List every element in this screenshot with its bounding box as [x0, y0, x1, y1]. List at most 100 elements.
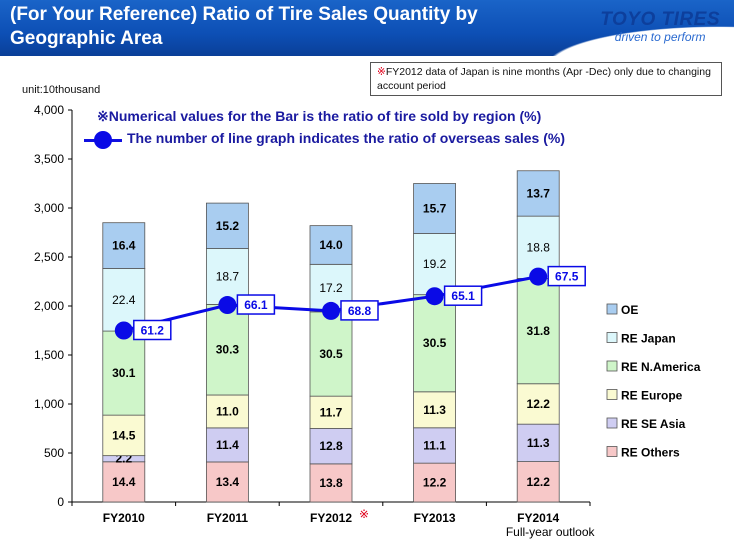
y-tick-label: 3,000 — [34, 201, 64, 215]
legend-label: RE Others — [621, 446, 680, 460]
bar-data-label: 31.8 — [527, 324, 551, 338]
bar-oe-fy2010 — [102, 222, 146, 269]
x-category-label: FY2013 — [414, 511, 456, 525]
bar-oe-fy2013 — [413, 183, 457, 234]
overseas-ratio-point — [322, 301, 340, 320]
page-title: (For Your Reference) Ratio of Tire Sales… — [10, 4, 478, 49]
header-wave — [434, 0, 734, 56]
y-tick-label: 1,500 — [34, 348, 64, 362]
bar-re-others-fy2012 — [309, 463, 353, 503]
bar-re-others-fy2013 — [413, 462, 457, 503]
bar-data-label: 12.8 — [319, 439, 343, 453]
bar-re-n-america-fy2011 — [205, 304, 249, 396]
y-tick-label: 0 — [57, 495, 64, 509]
legend-label: RE N.America — [621, 360, 701, 374]
line-explanation: The number of line graph indicates the r… — [127, 130, 565, 146]
bar-data-label: 16.4 — [112, 239, 136, 253]
overseas-ratio-label: 67.5 — [555, 270, 579, 284]
x-category-label: FY2011 — [207, 511, 249, 525]
overseas-ratio-label: 65.1 — [451, 289, 475, 303]
legend-swatch — [606, 417, 618, 429]
x-category-label: FY2014 — [517, 511, 559, 525]
legend-label: RE Europe — [621, 389, 683, 403]
y-tick-label: 500 — [44, 446, 64, 460]
bar-oe-fy2014 — [516, 170, 560, 217]
legend-swatch — [606, 360, 618, 372]
legend-swatch — [606, 446, 618, 457]
y-tick-label: 2,000 — [34, 299, 64, 313]
bar-data-label: 13.7 — [527, 186, 551, 200]
bar-data-label: 19.2 — [423, 257, 447, 271]
overseas-ratio-label-box — [547, 265, 586, 287]
bar-re-japan-fy2013 — [413, 233, 457, 296]
legend-swatch — [606, 303, 618, 315]
x-category-label: FY2010 — [103, 511, 145, 525]
bar-data-label: 15.7 — [423, 202, 447, 216]
bar-data-label: 11.7 — [320, 405, 343, 419]
bar-data-label: 18.8 — [527, 240, 551, 254]
overseas-ratio-label-box — [443, 285, 483, 306]
y-tick-label: 4,000 — [34, 103, 64, 117]
legend-label: OE — [621, 303, 638, 317]
overseas-ratio-label-box — [340, 300, 379, 321]
bar-re-europe-fy2011 — [205, 394, 249, 429]
bar-explanation: ※Numerical values for the Bar is the rat… — [97, 108, 542, 124]
overseas-ratio-label: 61.2 — [141, 324, 165, 338]
note-mark: ※ — [377, 66, 386, 78]
bar-data-label: 30.5 — [423, 336, 447, 350]
bar-data-label: 13.4 — [216, 475, 240, 489]
bar-data-label: 14.5 — [112, 428, 136, 442]
x-category-label: FY2012 — [310, 511, 352, 525]
bar-re-se-asia-fy2011 — [205, 427, 249, 463]
bar-data-label: 12.2 — [527, 475, 551, 489]
bar-data-label: 30.3 — [216, 343, 240, 357]
bar-data-label: 17.2 — [319, 281, 343, 295]
bar-data-label: 30.1 — [112, 366, 136, 380]
overseas-ratio-point — [114, 321, 133, 340]
bar-re-europe-fy2012 — [309, 395, 353, 429]
overseas-ratio-label: 68.8 — [348, 304, 372, 318]
bar-data-label: 12.2 — [527, 397, 551, 411]
bar-re-europe-fy2013 — [413, 391, 457, 429]
bar-re-others-fy2011 — [205, 461, 249, 503]
overseas-ratio-point — [218, 296, 237, 315]
logo-brand: TOYO TIRES — [600, 9, 720, 30]
bar-oe-fy2011 — [205, 202, 249, 249]
toyo-logo: TOYO TIRES driven to perform — [600, 9, 720, 45]
bar-data-label: 14.4 — [112, 475, 136, 489]
legend-swatch — [606, 332, 618, 343]
bar-re-others-fy2010 — [102, 461, 146, 503]
y-tick-label: 2,500 — [34, 250, 64, 264]
bar-data-label: 18.7 — [216, 269, 240, 283]
bar-data-label: 11.1 — [423, 438, 446, 452]
bar-data-label: 11.3 — [423, 403, 446, 417]
bar-oe-fy2012 — [309, 225, 353, 265]
bar-data-label: 12.2 — [423, 476, 447, 490]
bar-re-se-asia-fy2012 — [309, 428, 353, 465]
bar-data-label: 30.5 — [319, 347, 343, 361]
header-bar — [0, 0, 734, 56]
bar-re-se-asia-fy2014 — [516, 423, 560, 462]
bar-re-others-fy2014 — [516, 461, 560, 503]
x-category-sublabel: Full-year outlook — [506, 525, 596, 539]
bar-data-label: 11.0 — [216, 404, 239, 418]
overseas-ratio-label: 66.1 — [244, 298, 268, 312]
bar-data-label: 11.3 — [527, 436, 550, 450]
legend-label: RE Japan — [621, 332, 676, 346]
bar-re-se-asia-fy2013 — [413, 427, 457, 464]
bar-data-label: 15.2 — [216, 219, 240, 233]
logo-tagline: driven to perform — [614, 30, 706, 44]
overseas-ratio-point — [529, 267, 548, 286]
legend-label: RE SE Asia — [621, 417, 686, 431]
bar-re-n-america-fy2010 — [102, 330, 146, 416]
overseas-ratio-label-box — [133, 319, 172, 341]
bar-data-label: 22.4 — [112, 293, 136, 307]
overseas-ratio-label-box — [236, 294, 276, 315]
legend-swatch — [606, 389, 618, 400]
bar-data-label: 14.0 — [319, 238, 343, 252]
bar-re-n-america-fy2012 — [309, 311, 353, 397]
y-tick-label: 1,000 — [34, 397, 64, 411]
line-legend-dot — [94, 131, 112, 149]
fy2012-mark: ※ — [359, 507, 369, 521]
